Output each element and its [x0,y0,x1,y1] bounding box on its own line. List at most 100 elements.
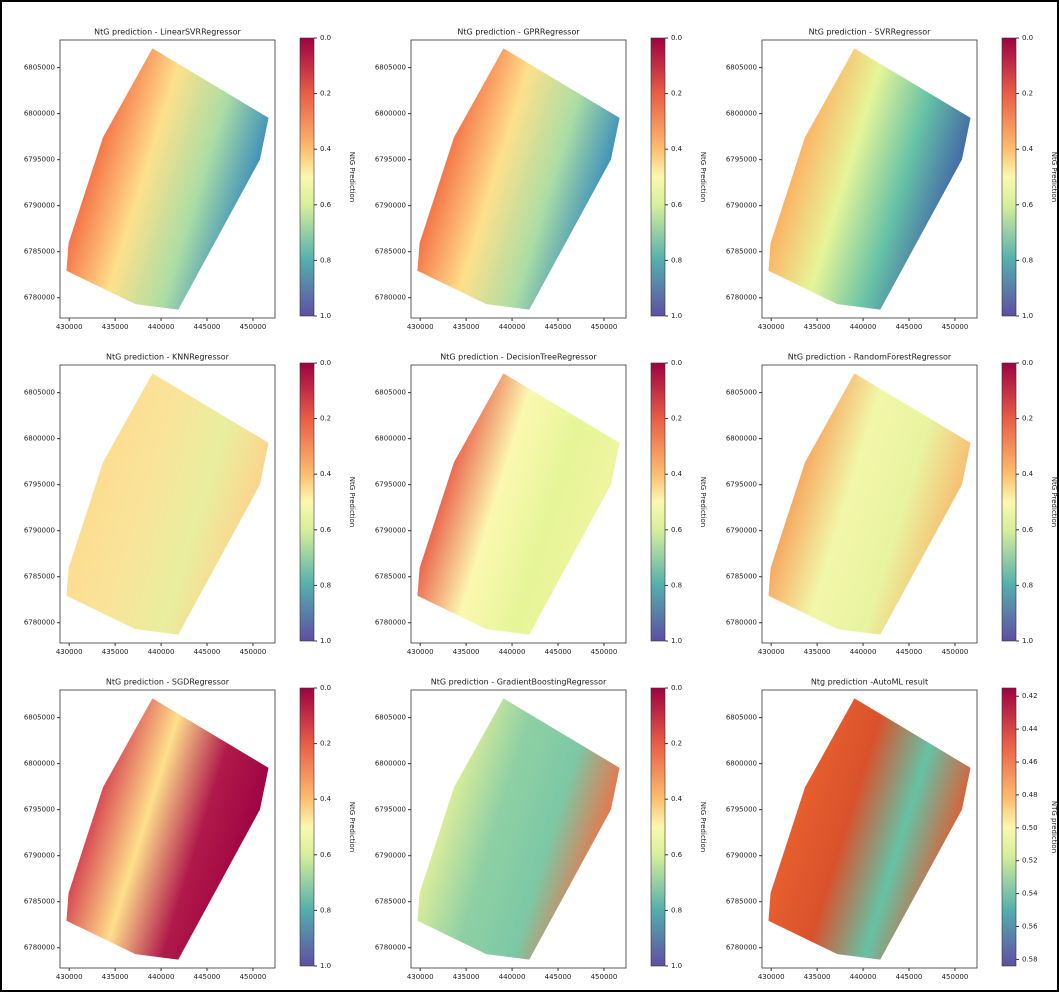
colorbar-tick-label: 0.2 [320,90,331,98]
colorbar-tick-label: 0.4 [671,145,683,153]
y-tick-label: 6780000 [726,294,757,302]
y-tick-label: 6800000 [726,435,757,443]
colorbar-label: NTG prediction [1050,801,1058,853]
x-tick-label: 450000 [240,323,267,331]
x-tick-label: 435000 [453,973,480,981]
y-tick-label: 6780000 [24,944,55,952]
x-tick-label: 445000 [896,648,923,656]
colorbar-label: NtG Prediction [699,477,707,527]
y-tick-label: 6805000 [24,714,55,722]
y-tick-label: 6800000 [375,760,406,768]
y-tick-label: 6805000 [375,64,406,72]
colorbar-tick-label: 0.56 [1022,923,1038,931]
colorbar-tick-label: 0.6 [671,851,683,859]
x-tick-label: 440000 [850,973,877,981]
colorbar-label: NtG Prediction [699,152,707,202]
x-tick-label: 440000 [499,973,526,981]
panel-title: Ntg prediction -AutoML result [811,678,928,687]
map-surface [66,373,268,634]
colorbar-tick-label: 1.0 [320,312,331,320]
y-tick-label: 6795000 [24,481,55,489]
colorbar [651,363,665,641]
colorbar-tick-label: 0.0 [1022,359,1033,367]
colorbar-label: NtG Prediction [699,802,707,852]
colorbar-tick-label: 0.4 [671,470,683,478]
colorbar [1002,38,1016,316]
colorbar-tick-label: 0.54 [1022,890,1038,898]
colorbar-tick-label: 0.8 [1022,256,1033,264]
y-tick-label: 6785000 [726,248,757,256]
y-tick-label: 6790000 [375,202,406,210]
x-tick-label: 450000 [240,973,267,981]
x-tick-label: 445000 [545,648,572,656]
colorbar [651,688,665,966]
panel: NtG prediction - RandomForestRegressor43… [726,353,1058,657]
colorbar-tick-label: 0.8 [320,581,331,589]
colorbar [300,38,314,316]
y-tick-label: 6795000 [726,806,757,814]
colorbar-tick-label: 0.2 [320,415,331,423]
colorbar-tick-label: 0.8 [671,256,682,264]
x-tick-label: 445000 [545,323,572,331]
panel-title: NtG prediction - LinearSVRRegressor [94,28,241,37]
y-tick-label: 6780000 [726,619,757,627]
colorbar-tick-label: 0.2 [671,415,682,423]
colorbar-tick-label: 0.46 [1022,758,1038,766]
panel-title: NtG prediction - SGDRegressor [106,678,230,687]
panel-title: NtG prediction - KNNRegressor [106,353,230,362]
y-tick-label: 6785000 [375,573,406,581]
y-tick-label: 6800000 [375,110,406,118]
y-tick-label: 6790000 [24,852,55,860]
y-tick-label: 6805000 [24,64,55,72]
colorbar-label: NtG Prediction [1050,152,1058,202]
x-tick-label: 450000 [942,973,969,981]
map-surface [417,373,619,634]
x-tick-label: 440000 [499,648,526,656]
x-tick-label: 430000 [407,648,434,656]
colorbar-tick-label: 0.6 [320,851,332,859]
y-tick-label: 6795000 [24,806,55,814]
colorbar-tick-label: 0.2 [1022,90,1033,98]
y-tick-label: 6785000 [726,898,757,906]
panel-title: NtG prediction - RandomForestRegressor [788,353,952,362]
x-tick-label: 445000 [545,973,572,981]
x-tick-label: 450000 [240,648,267,656]
y-tick-label: 6790000 [24,202,55,210]
panel: NtG prediction - SVRRegressor43000043500… [726,28,1058,332]
panel-title: NtG prediction - GradientBoostingRegress… [431,678,607,687]
y-tick-label: 6780000 [24,619,55,627]
colorbar [651,38,665,316]
colorbar-tick-label: 1.0 [671,637,682,645]
colorbar-tick-label: 0.8 [320,256,331,264]
y-tick-label: 6795000 [375,156,406,164]
x-tick-label: 450000 [942,323,969,331]
colorbar-tick-label: 0.44 [1022,725,1038,733]
map-surface [66,48,268,309]
colorbar-tick-label: 0.48 [1022,791,1038,799]
y-tick-label: 6800000 [24,435,55,443]
colorbar-tick-label: 0.52 [1022,857,1038,865]
colorbar-tick-label: 0.6 [1022,201,1034,209]
y-tick-label: 6800000 [375,435,406,443]
colorbar-tick-label: 1.0 [1022,637,1033,645]
colorbar-tick-label: 0.0 [671,684,682,692]
x-tick-label: 445000 [896,973,923,981]
y-tick-label: 6780000 [375,294,406,302]
colorbar-tick-label: 0.0 [320,684,331,692]
colorbar-tick-label: 0.4 [1022,145,1034,153]
y-tick-label: 6800000 [24,110,55,118]
colorbar-tick-label: 0.8 [671,581,682,589]
colorbar-tick-label: 0.0 [1022,34,1033,42]
map-surface [417,698,619,959]
y-tick-label: 6780000 [24,294,55,302]
x-tick-label: 445000 [896,323,923,331]
colorbar-tick-label: 0.2 [671,90,682,98]
colorbar [300,688,314,966]
y-tick-label: 6795000 [726,481,757,489]
colorbar-tick-label: 0.6 [671,526,683,534]
y-tick-label: 6790000 [726,527,757,535]
x-tick-label: 440000 [850,323,877,331]
y-tick-label: 6805000 [24,389,55,397]
map-surface [768,48,970,309]
